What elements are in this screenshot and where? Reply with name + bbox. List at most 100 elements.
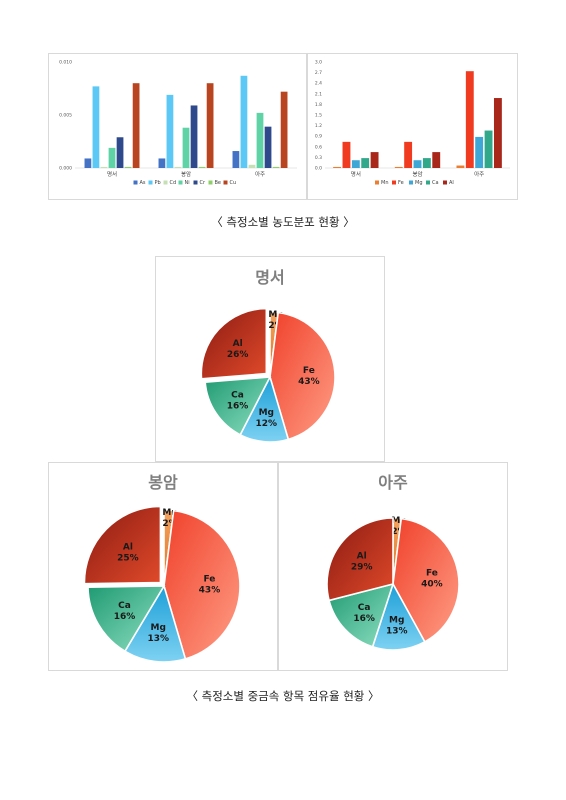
y-tick-label: 2.7	[315, 70, 322, 76]
legend-swatch-ni	[178, 180, 183, 185]
pie-label-name: Ca	[118, 601, 131, 611]
pie-slice-al	[326, 517, 394, 602]
legend-label-al: Al	[449, 180, 454, 186]
bar-al	[432, 152, 441, 168]
pie-label-name: Ca	[231, 391, 244, 401]
bar-mg	[413, 160, 422, 168]
pie-slice-al	[200, 307, 268, 380]
pie-label-percent: 13%	[147, 634, 169, 644]
y-tick-label: 0.0	[315, 166, 322, 172]
bar-al	[370, 152, 379, 168]
pie-label-percent: 16%	[353, 614, 375, 624]
bar-ca	[422, 158, 431, 168]
legend-label-ni: Ni	[185, 180, 190, 186]
pie-label-percent: 13%	[386, 626, 408, 636]
bar-cu	[132, 83, 140, 168]
legend-swatch-cu	[223, 180, 228, 185]
pie-title: 아주	[378, 473, 408, 492]
x-category-label: 명서	[107, 170, 117, 178]
legend-swatch-be	[208, 180, 213, 185]
pie-label-name: Fe	[426, 569, 438, 579]
y-tick-label: 2.4	[315, 81, 322, 87]
y-tick-label: 0.6	[315, 144, 322, 150]
pie-label-name: Fe	[204, 574, 216, 584]
pie-label-name: Mg	[259, 408, 274, 418]
caption-concentration-distribution: 〈 측정소별 농도분포 현황 〉	[211, 215, 355, 229]
pie-label-percent: 43%	[199, 585, 221, 595]
bar-fe	[404, 141, 413, 168]
major-metal-bar-chart-panel	[307, 53, 518, 200]
pie-slice-fe	[392, 517, 460, 643]
pie-label-name: Ca	[358, 603, 371, 613]
x-category-label: 아주	[255, 170, 265, 178]
pie-label-percent: 26%	[227, 350, 249, 360]
bar-cu	[280, 91, 288, 168]
y-tick-label: 1.5	[315, 113, 322, 119]
pie-slice-fe	[163, 509, 241, 660]
legend-swatch-pb	[148, 180, 153, 185]
pie-slice-ca	[87, 585, 166, 653]
bar-be	[124, 166, 132, 168]
legend-label-cr: Cr	[200, 180, 206, 186]
legend-label-as: As	[140, 180, 146, 186]
y-tick-label: 1.8	[315, 102, 322, 108]
bar-cr	[116, 137, 124, 168]
pie-label-name: Mn	[391, 516, 406, 526]
legend-label-cd: Cd	[170, 180, 177, 186]
pie-title: 명서	[255, 268, 284, 287]
bar-ni	[182, 127, 190, 168]
y-tick-label: 2.1	[315, 91, 322, 97]
bar-cu	[206, 83, 214, 168]
pie-slice-ca	[328, 582, 395, 648]
bar-mn	[333, 166, 342, 168]
legend-label-cu: Cu	[230, 180, 237, 186]
pie-label-name: Al	[233, 339, 243, 349]
legend-swatch-as	[133, 180, 138, 185]
pie-label-percent: 25%	[117, 554, 139, 564]
x-category-label: 명서	[351, 170, 361, 178]
pie-label-name: Mg	[151, 623, 166, 633]
bar-be	[198, 166, 206, 168]
x-category-label: 봉암	[412, 170, 422, 178]
y-tick-label: 0.010	[59, 60, 72, 66]
bar-mg	[475, 136, 484, 168]
legend-label-be: Be	[215, 180, 222, 186]
pie-label-name: Al	[357, 552, 367, 562]
pie-label-percent: 43%	[298, 377, 320, 387]
bar-cr	[264, 126, 272, 168]
pie-label-name: Mn	[268, 310, 283, 320]
pie-label-name: Al	[123, 543, 133, 553]
bar-be	[272, 166, 280, 168]
pie-slice-fe	[269, 311, 336, 441]
pie-slice-mg	[123, 584, 187, 663]
bar-pb	[240, 75, 248, 168]
pie-label-percent: 2%	[162, 519, 177, 529]
pie-label-percent: 40%	[421, 580, 443, 590]
bar-ca	[361, 158, 370, 168]
bar-ni	[256, 112, 264, 168]
bar-mg	[351, 160, 360, 168]
legend-swatch-mg	[409, 180, 413, 185]
bar-mn	[456, 165, 465, 168]
bar-ni	[108, 147, 116, 168]
y-tick-label: 3.0	[315, 60, 322, 66]
pie-slice-al	[83, 505, 162, 585]
bar-cr	[190, 105, 198, 168]
legend-label-ca: Ca	[432, 180, 439, 186]
pie-label-percent: 16%	[227, 402, 249, 412]
bar-ca	[484, 130, 493, 168]
pie-slice-ca	[204, 376, 272, 436]
bar-cd	[100, 166, 108, 168]
legend-swatch-fe	[392, 180, 396, 185]
bar-al	[493, 98, 502, 168]
caption-heavy-metal-share: 〈 측정소별 중금속 항목 점유율 현황 〉	[186, 689, 380, 703]
bar-as	[84, 158, 92, 168]
x-category-label: 아주	[474, 170, 484, 178]
legend-swatch-cr	[193, 180, 198, 185]
bar-as	[158, 158, 166, 168]
bar-cd	[248, 164, 256, 168]
y-tick-label: 1.2	[315, 123, 322, 129]
pie-label-name: Fe	[303, 366, 315, 376]
bar-pb	[166, 94, 174, 168]
